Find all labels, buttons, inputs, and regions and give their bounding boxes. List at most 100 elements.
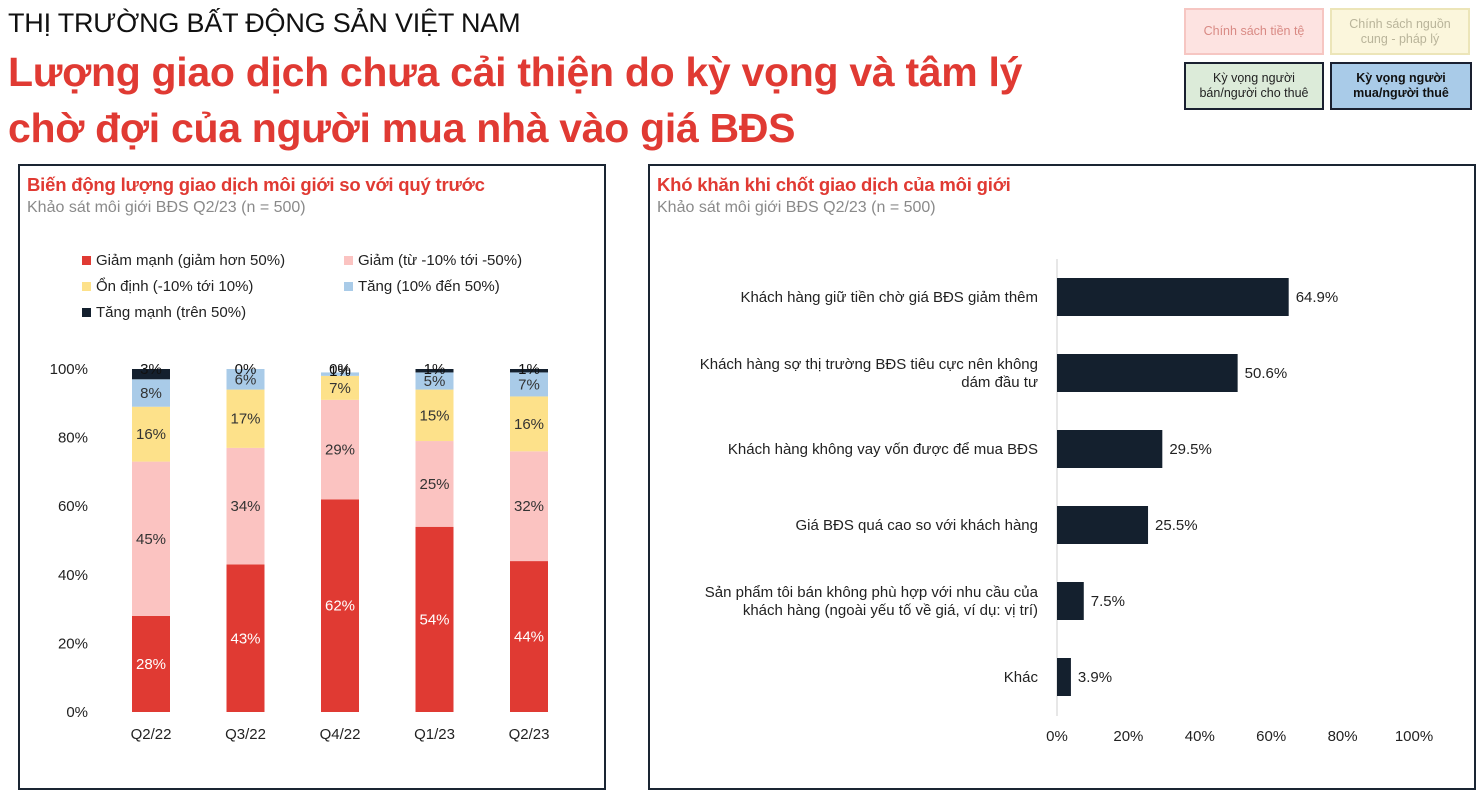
bar-segment <box>415 526 454 712</box>
hbar <box>1057 430 1163 468</box>
tag-buyer-expectation[interactable]: Kỳ vọng người mua/người thuê <box>1330 62 1472 110</box>
bar-segment <box>132 615 170 712</box>
headline: Lượng giao dịch chưa cải thiện do kỳ vọn… <box>8 49 1023 151</box>
x-tick-label: 40% <box>1185 728 1215 745</box>
x-tick-label: 100% <box>1395 728 1433 745</box>
legend-item: Giảm (từ -10% tới -50%) <box>344 252 522 269</box>
stacked-chart-plot: 0% 20% 40% 60% 80% 100% 28% 45% 16% 8% 3% Q2/22 43% 3… <box>50 361 550 743</box>
legend-label: Giảm (từ -10% tới -50%) <box>358 252 523 269</box>
legend-swatch <box>82 308 91 317</box>
hbar-category-label: Khách hàng không vay vốn được để mua BĐS <box>728 441 1038 458</box>
bar-data-label: 1% <box>329 363 351 380</box>
bar-segment <box>132 461 170 616</box>
bar-segment <box>510 369 548 373</box>
hbar-category-label: Khác <box>1004 669 1039 686</box>
tag-seller-expectation[interactable]: Kỳ vọng người bán/người cho thuê <box>1184 62 1324 110</box>
hbar-category-label: Sản phẩm tôi bán không phù hợp với nhu c… <box>705 584 1039 601</box>
bar-data-label: 45% <box>136 531 166 548</box>
bar-data-label: 3% <box>140 361 162 378</box>
stacked-chart-title: Biến động lượng giao dịch môi giới so vớ… <box>27 174 485 195</box>
bar-data-label: 7% <box>518 376 540 393</box>
hbar-value-label: 7.5% <box>1091 593 1125 610</box>
bar-segment <box>321 399 359 500</box>
bar-data-label: 16% <box>514 416 544 433</box>
hbar-value-label: 50.6% <box>1245 365 1288 382</box>
bar-data-label: 6% <box>235 371 257 388</box>
bar-segment <box>510 451 548 562</box>
hbar-chart-plot: 64.9% Khách hàng giữ tiền chờ giá BĐS giả… <box>700 259 1433 745</box>
bar-data-label: 1% <box>424 361 446 378</box>
bar-data-label: 5% <box>424 373 446 390</box>
y-tick-label: 100% <box>50 361 88 378</box>
x-tick-label: 20% <box>1113 728 1143 745</box>
y-tick-label: 80% <box>58 430 88 447</box>
stacked-chart-subtitle: Khảo sát môi giới BĐS Q2/23 (n = 500) <box>27 199 306 216</box>
bar-data-label: 16% <box>136 426 166 443</box>
bar-segment <box>415 369 454 373</box>
bar-segment <box>226 564 265 712</box>
hbar-value-label: 3.9% <box>1078 669 1112 686</box>
tag-supply-policy[interactable]: Chính sách nguồn cung - pháp lý <box>1330 8 1470 55</box>
bar-segment <box>415 372 454 390</box>
legend-item: Ổn định (-10% tới 10%) <box>82 278 253 295</box>
bar-segment <box>132 369 170 380</box>
legend-item: Giảm mạnh (giảm hơn 50%) <box>82 252 285 269</box>
bar-data-label: 28% <box>136 656 166 673</box>
hbar-chart-subtitle: Khảo sát môi giới BĐS Q2/23 (n = 500) <box>657 199 936 216</box>
bar-segment <box>415 389 454 442</box>
hbar-category-label: Khách hàng giữ tiền chờ giá BĐS giảm thê… <box>740 289 1038 306</box>
hbar-value-label: 25.5% <box>1155 517 1198 534</box>
bar-segment <box>510 372 548 397</box>
hbar-category-label: Khách hàng sợ thị trường BĐS tiêu cực nê… <box>700 356 1038 373</box>
bar-segment <box>321 499 359 712</box>
bar-segment <box>510 396 548 452</box>
bar-segment <box>132 379 170 407</box>
legend-label: Tăng mạnh (trên 50%) <box>96 304 247 321</box>
bar-data-label: 34% <box>230 498 260 515</box>
bar-segment <box>510 561 548 712</box>
legend-label: Tăng (10% đến 50%) <box>358 278 500 295</box>
bar-data-label: 1% <box>518 361 540 378</box>
x-category-label: Q2/23 <box>509 726 550 743</box>
y-tick-label: 20% <box>58 635 88 652</box>
legend-item: Tăng mạnh (trên 50%) <box>82 304 246 321</box>
bar-data-label: 7% <box>329 380 351 397</box>
x-category-label: Q4/22 <box>320 726 361 743</box>
legend-swatch <box>82 256 91 265</box>
bar-segment <box>226 369 265 390</box>
bar-segment <box>226 447 265 565</box>
hbar-category-label: dám đầu tư <box>961 374 1038 391</box>
y-tick-label: 40% <box>58 567 88 584</box>
y-tick-label: 0% <box>66 704 88 721</box>
kicker: THỊ TRƯỜNG BẤT ĐỘNG SẢN VIỆT NAM <box>8 8 521 38</box>
hbar-chart-title: Khó khăn khi chốt giao dịch của môi giới <box>657 174 1011 195</box>
bar-segment <box>321 375 359 400</box>
bar-data-label: 17% <box>230 411 260 428</box>
x-tick-label: 60% <box>1256 728 1286 745</box>
tag-monetary-policy[interactable]: Chính sách tiền tệ <box>1184 8 1324 55</box>
legend-swatch <box>344 282 353 291</box>
bar-segment <box>226 389 265 448</box>
x-category-label: Q1/23 <box>414 726 455 743</box>
legend-swatch <box>344 256 353 265</box>
legend-label: Giảm mạnh (giảm hơn 50%) <box>96 252 286 269</box>
bar-data-label: 8% <box>140 385 162 402</box>
hbar <box>1057 658 1071 696</box>
hbar-chart-panel: Khó khăn khi chốt giao dịch của môi giới… <box>648 164 1476 790</box>
bar-data-label: 29% <box>325 442 355 459</box>
bar-data-label: 0% <box>329 361 351 378</box>
hbar <box>1057 278 1289 316</box>
bar-data-label: 54% <box>419 611 449 628</box>
bar-data-label: 15% <box>419 407 449 424</box>
bar-data-label: 25% <box>419 476 449 493</box>
hbar-category-label: Giá BĐS quá cao so với khách hàng <box>796 517 1038 534</box>
hbar-category-label: khách hàng (ngoài yếu tố về giá, ví dụ: … <box>743 602 1038 619</box>
y-tick-label: 60% <box>58 498 88 515</box>
x-tick-label: 0% <box>1046 728 1068 745</box>
x-category-label: Q3/22 <box>225 726 266 743</box>
legend-item: Tăng (10% đến 50%) <box>344 278 500 295</box>
legend-swatch <box>82 282 91 291</box>
bar-data-label: 43% <box>230 630 260 647</box>
bar-segment <box>321 372 359 376</box>
bar-segment <box>132 406 170 462</box>
